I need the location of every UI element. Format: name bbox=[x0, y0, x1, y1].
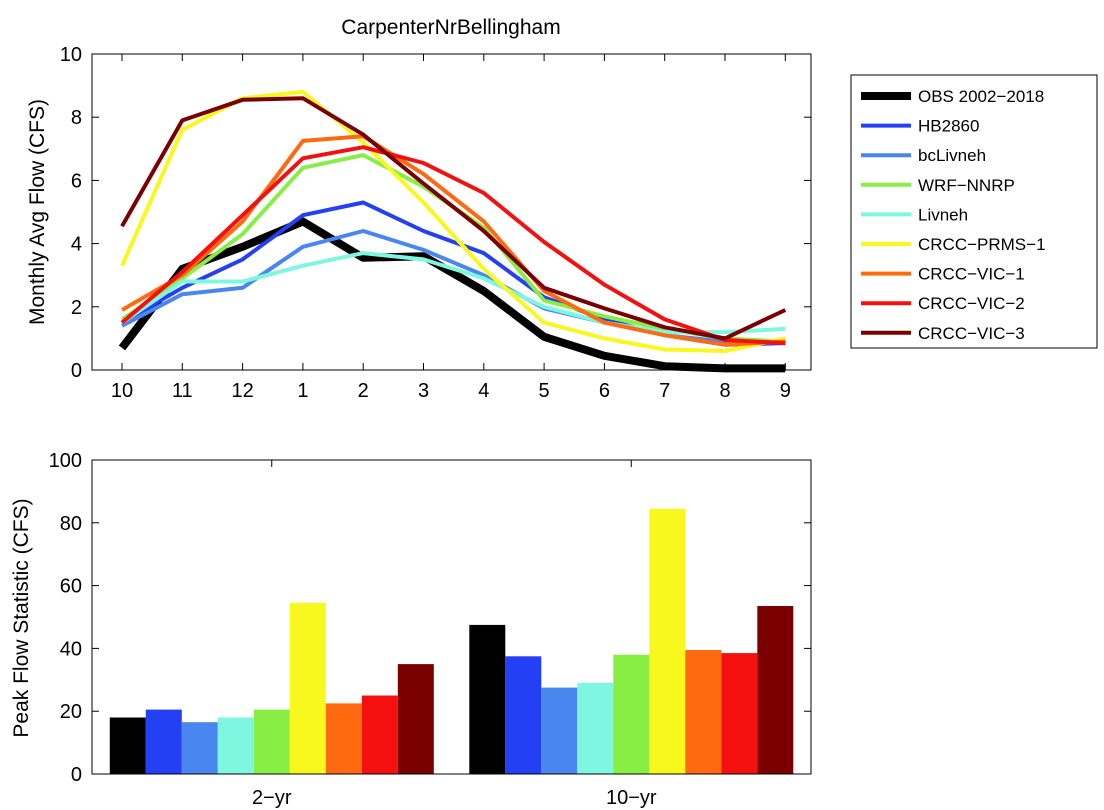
legend-label: OBS 2002−2018 bbox=[918, 87, 1044, 106]
series-line-crcc-vic-1 bbox=[121, 134, 786, 347]
bar-layer bbox=[109, 508, 794, 775]
y-tick-label: 0 bbox=[71, 764, 82, 786]
y-tick-label: 80 bbox=[60, 513, 82, 535]
legend-label: CRCC−VIC−1 bbox=[918, 265, 1025, 284]
bar-2-yr-5 bbox=[289, 602, 326, 774]
series-line-crcc-prms-1 bbox=[120, 89, 786, 353]
chart-title: CarpenterNrBellingham bbox=[341, 16, 560, 39]
legend-label: Livneh bbox=[918, 205, 968, 224]
series-layer bbox=[118, 89, 787, 373]
series-line-livneh bbox=[120, 251, 786, 335]
legend-items: OBS 2002−2018 HB2860 bcLivneh WRF−NNRP Livne… bbox=[861, 87, 1046, 343]
x-tick-label: 8 bbox=[719, 380, 730, 402]
series-line-obs-2002-2018 bbox=[118, 217, 786, 373]
x-tick-label: 1 bbox=[297, 380, 308, 402]
x-tick-label: 9 bbox=[780, 380, 791, 402]
y-axis-label: Peak Flow Statistic (CFS) bbox=[10, 498, 33, 737]
y-axis-label: Monthly Avg Flow (CFS) bbox=[26, 99, 49, 325]
legend-label: CRCC−VIC−2 bbox=[918, 294, 1025, 313]
y-tick-label: 10 bbox=[60, 44, 82, 66]
x-tick-label: 11 bbox=[172, 380, 193, 402]
y-tick-label: 2 bbox=[71, 297, 82, 319]
monthly-flow-chart: CarpenterNrBellingham Monthly Avg Flow (… bbox=[26, 16, 812, 402]
bar-2-yr-3 bbox=[217, 717, 254, 774]
bar-10-yr-4 bbox=[613, 654, 650, 774]
peak-flow-chart: Peak Flow Statistic (CFS) 2−yr 10−yr 0 20 40… bbox=[10, 450, 812, 809]
series-line-wrf-nnrp bbox=[120, 153, 786, 344]
bar-10-yr-8 bbox=[757, 606, 794, 774]
legend-label: CRCC−VIC−3 bbox=[918, 324, 1025, 343]
bar-10-yr-3 bbox=[577, 682, 614, 774]
series-line-crcc-vic-3 bbox=[120, 96, 787, 341]
plot-area-border bbox=[91, 459, 812, 775]
bar-10-yr-7 bbox=[721, 653, 758, 774]
series-line-crcc-vic-2 bbox=[120, 145, 786, 346]
plot-area-border bbox=[91, 53, 812, 371]
x-tick-label: 5 bbox=[539, 380, 550, 402]
x-tick-label: 7 bbox=[659, 380, 670, 402]
bar-2-yr-1 bbox=[145, 709, 182, 774]
bar-10-yr-2 bbox=[541, 687, 578, 774]
x-tick-label: 6 bbox=[599, 380, 610, 402]
bar-2-yr-0 bbox=[109, 717, 146, 774]
legend-label: bcLivneh bbox=[918, 146, 986, 165]
x-tick-label: 2−yr bbox=[252, 787, 292, 809]
bar-10-yr-5 bbox=[649, 508, 686, 774]
legend-label: HB2860 bbox=[918, 117, 979, 136]
bar-10-yr-0 bbox=[469, 624, 506, 774]
x-tick-label: 2 bbox=[358, 380, 369, 402]
legend-label: CRCC−PRMS−1 bbox=[918, 235, 1046, 254]
x-tick-label: 10−yr bbox=[606, 787, 657, 809]
y-tick-label: 0 bbox=[71, 360, 82, 382]
bar-2-yr-2 bbox=[181, 722, 218, 774]
bar-10-yr-6 bbox=[685, 650, 722, 774]
x-tick-label: 10 bbox=[111, 380, 133, 402]
bar-10-yr-1 bbox=[505, 656, 542, 775]
legend-label: WRF−NNRP bbox=[918, 176, 1015, 195]
y-tick-label: 4 bbox=[71, 234, 82, 256]
y-tick-label: 40 bbox=[60, 638, 82, 660]
x-tick-label: 3 bbox=[418, 380, 429, 402]
tick-layer: 2−yr 10−yr 0 20 40 60 80 100 bbox=[49, 450, 811, 809]
bar-2-yr-6 bbox=[325, 703, 362, 774]
y-tick-label: 100 bbox=[49, 450, 82, 472]
y-tick-label: 60 bbox=[60, 576, 82, 598]
bar-2-yr-4 bbox=[253, 709, 290, 774]
y-tick-label: 8 bbox=[71, 107, 82, 129]
x-tick-label: 12 bbox=[231, 380, 253, 402]
legend: OBS 2002−2018 HB2860 bcLivneh WRF−NNRP Livne… bbox=[850, 74, 1098, 349]
y-tick-label: 6 bbox=[71, 170, 82, 192]
bar-2-yr-8 bbox=[397, 664, 434, 774]
x-tick-label: 4 bbox=[478, 380, 489, 402]
y-tick-label: 20 bbox=[60, 701, 82, 723]
bar-2-yr-7 bbox=[361, 695, 398, 774]
